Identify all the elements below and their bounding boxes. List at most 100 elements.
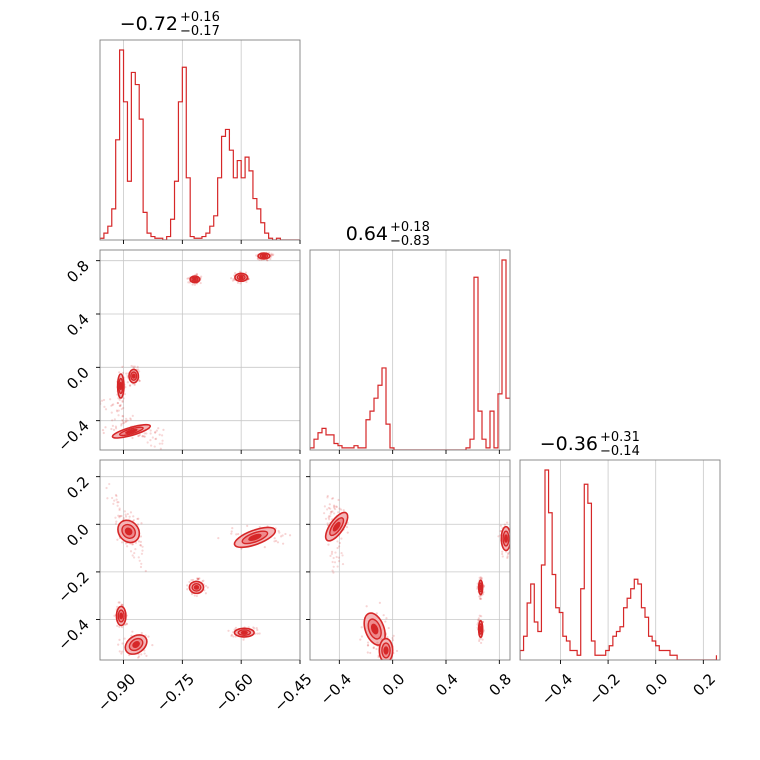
sample-point [120, 424, 123, 427]
sample-point [143, 649, 146, 652]
sample-point [273, 537, 276, 540]
sample-point [126, 381, 129, 384]
sample-point [372, 646, 375, 649]
sample-point [139, 535, 143, 538]
sample-point [118, 507, 121, 510]
sample-point [481, 638, 484, 641]
sample-point [501, 550, 504, 553]
sample-point [231, 527, 234, 530]
panel-title-0: −0.72 +0.16−0.17 [120, 10, 220, 39]
sample-point [113, 418, 116, 421]
sample-point [384, 634, 387, 637]
sample-point [359, 638, 362, 641]
sample-point [477, 617, 480, 620]
sample-point [155, 429, 158, 432]
sample-point [137, 556, 140, 559]
sample-point [284, 532, 287, 536]
density-contour-inner [504, 534, 509, 543]
panel-frame [99, 39, 301, 241]
sample-point [329, 510, 333, 514]
sample-point [113, 614, 116, 617]
sample-point [332, 504, 336, 507]
sample-point [161, 434, 164, 437]
sample-point [123, 392, 126, 396]
density-contour-inner [240, 630, 248, 635]
sample-point [327, 516, 330, 519]
sample-point [101, 429, 105, 432]
sample-point [114, 493, 118, 497]
sample-point [499, 529, 502, 533]
sample-point [143, 432, 146, 435]
sample-point [140, 631, 143, 635]
sample-point [507, 552, 510, 556]
sample-point [138, 379, 141, 382]
density-contour-inner [193, 584, 200, 590]
sample-point [103, 405, 106, 408]
sample-point [118, 638, 121, 641]
sample-point [161, 439, 164, 442]
sample-point [245, 280, 248, 284]
sample-point [480, 641, 483, 645]
sample-point [330, 550, 334, 553]
sample-point [237, 532, 240, 536]
sample-point [140, 562, 143, 565]
sample-point [108, 482, 111, 486]
sample-point [131, 554, 134, 557]
sample-point [115, 498, 118, 501]
sample-point [206, 586, 209, 589]
sample-point [246, 524, 249, 527]
sample-point [266, 259, 269, 262]
sample-point [122, 406, 125, 410]
sample-point [238, 270, 242, 273]
sample-point [117, 643, 120, 646]
sample-point [336, 565, 339, 568]
sample-point [157, 427, 160, 430]
sample-point [188, 580, 191, 584]
sample-point [331, 569, 334, 572]
title-upper-error: +0.31 [600, 430, 640, 445]
sample-point [333, 505, 336, 508]
density-contour-inner [192, 277, 197, 281]
sample-point [276, 541, 280, 544]
sample-point [150, 444, 153, 447]
density-contour-inner [131, 373, 136, 379]
sample-point [162, 428, 165, 431]
sample-point [119, 404, 122, 408]
sample-point [204, 584, 208, 588]
title-value: −0.72 [120, 13, 178, 35]
sample-point [121, 400, 124, 403]
sample-point [110, 427, 113, 431]
sample-point [328, 518, 331, 521]
sample-point [477, 618, 480, 621]
sample-point [232, 635, 235, 638]
sample-point [255, 254, 258, 257]
sample-point [327, 515, 331, 518]
sample-point [111, 419, 114, 422]
sample-point [377, 656, 380, 659]
sample-point [137, 655, 141, 658]
sample-point [131, 543, 134, 546]
sample-point [113, 499, 116, 502]
sample-point [499, 524, 503, 527]
sample-point [326, 494, 329, 498]
sample-point [332, 571, 335, 574]
sample-point [153, 445, 156, 448]
sample-point [129, 384, 132, 387]
sample-point [263, 545, 266, 549]
sample-point [104, 426, 107, 429]
sample-point [196, 577, 199, 581]
sample-point [109, 398, 112, 401]
sample-point [115, 494, 118, 498]
sample-point [327, 543, 330, 546]
sample-point [118, 371, 121, 374]
sample-point [111, 403, 114, 407]
sample-point [149, 432, 152, 435]
sample-point [385, 617, 388, 620]
histogram-panel-2: −0.4 −0.2 0.0 0.2 [519, 459, 721, 709]
sample-point [333, 512, 336, 515]
sample-point [136, 517, 139, 521]
sample-point [141, 549, 144, 552]
sample-point [342, 509, 345, 512]
sample-point [121, 414, 124, 418]
sample-point [128, 515, 131, 518]
